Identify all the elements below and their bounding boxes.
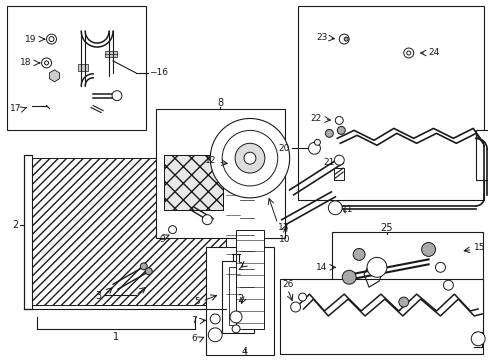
Circle shape (337, 126, 345, 134)
Circle shape (230, 311, 242, 323)
Circle shape (342, 270, 356, 284)
Circle shape (471, 332, 485, 346)
Text: 7: 7 (192, 316, 197, 325)
Circle shape (339, 34, 349, 44)
Text: 19: 19 (25, 35, 37, 44)
Text: −16: −16 (149, 68, 168, 77)
Bar (206, 247, 274, 355)
Bar (236, 230, 264, 329)
Bar (334, 168, 344, 180)
Circle shape (334, 155, 344, 165)
Text: 11: 11 (342, 205, 353, 214)
Circle shape (328, 201, 342, 215)
Text: 21: 21 (324, 158, 335, 167)
Text: 17: 17 (10, 104, 22, 113)
Bar (222, 261, 254, 333)
Text: 25: 25 (381, 222, 393, 233)
Text: 1: 1 (113, 332, 119, 342)
Text: 15: 15 (474, 243, 486, 252)
Text: 9: 9 (160, 235, 166, 244)
Text: 2: 2 (13, 220, 19, 230)
Circle shape (49, 37, 54, 41)
Text: 2: 2 (237, 262, 243, 272)
Text: 23: 23 (316, 33, 327, 42)
Circle shape (335, 117, 343, 125)
Text: 22: 22 (310, 114, 321, 123)
Circle shape (231, 161, 241, 171)
Text: 3: 3 (95, 291, 101, 301)
Bar (156, 109, 285, 238)
Text: 24: 24 (429, 49, 440, 58)
Bar (164, 155, 223, 210)
Bar (105, 51, 117, 57)
Circle shape (42, 58, 51, 68)
Circle shape (407, 51, 411, 55)
Bar (7, 6, 146, 130)
Circle shape (112, 91, 122, 100)
Polygon shape (49, 70, 59, 82)
Bar (229, 267, 247, 325)
Circle shape (244, 152, 256, 164)
Bar (24, 155, 32, 309)
Circle shape (421, 243, 436, 256)
Circle shape (353, 248, 365, 260)
Text: 13: 13 (278, 223, 289, 232)
Text: 6: 6 (192, 334, 197, 343)
Bar (164, 155, 223, 210)
Circle shape (315, 139, 320, 145)
Text: 4: 4 (242, 347, 248, 357)
Bar (30, 158, 226, 305)
Text: 20: 20 (278, 144, 290, 153)
Bar (226, 160, 254, 307)
Bar (280, 279, 483, 354)
Circle shape (291, 302, 300, 312)
Circle shape (202, 215, 212, 225)
Circle shape (210, 118, 290, 198)
Circle shape (47, 34, 56, 44)
Circle shape (298, 293, 307, 301)
Circle shape (309, 142, 320, 154)
Text: 14: 14 (316, 263, 327, 272)
Circle shape (222, 130, 278, 186)
Circle shape (399, 297, 409, 307)
Circle shape (443, 280, 453, 290)
Text: 5: 5 (195, 297, 200, 306)
Circle shape (436, 262, 445, 272)
Circle shape (145, 268, 152, 275)
Circle shape (325, 129, 333, 137)
Text: 2: 2 (237, 294, 243, 304)
Circle shape (169, 226, 176, 234)
Text: 18: 18 (20, 58, 32, 67)
Circle shape (140, 263, 147, 270)
Text: 26: 26 (282, 280, 294, 289)
Bar (476, 130, 490, 180)
Circle shape (45, 61, 49, 65)
Circle shape (208, 328, 222, 342)
Bar (78, 64, 88, 71)
Circle shape (344, 37, 348, 41)
Text: 8: 8 (217, 98, 223, 108)
Circle shape (367, 257, 387, 277)
Text: 12: 12 (205, 156, 216, 165)
Bar (297, 6, 484, 200)
Bar (332, 231, 483, 321)
Circle shape (235, 143, 265, 173)
Circle shape (210, 314, 220, 324)
Text: 10: 10 (279, 235, 291, 244)
Circle shape (404, 48, 414, 58)
Circle shape (232, 325, 240, 333)
